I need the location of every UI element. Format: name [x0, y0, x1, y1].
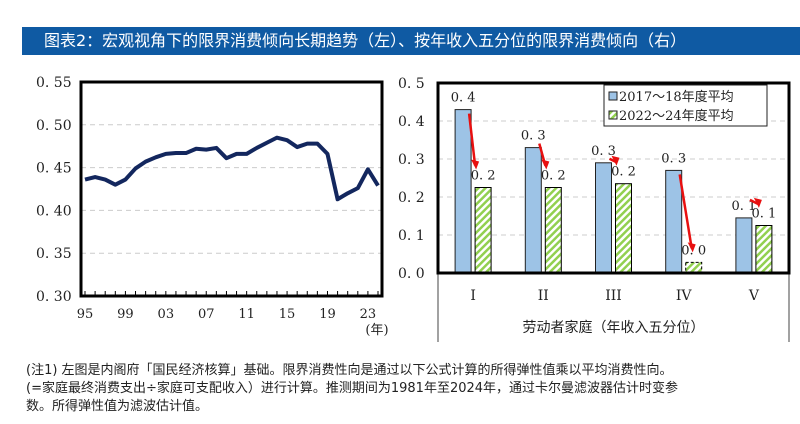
y-tick-label: 0. 4 — [398, 114, 425, 130]
note-line: (注1) 左图是内阁府「国民经济核算」基础。限界消费性向是通过以下公式计算的所得… — [26, 363, 673, 378]
arrow-head — [611, 155, 620, 166]
y-tick-label: 0. 55 — [36, 75, 72, 91]
charts: 0. 30 0. 35 0. 40 0. 45 0. 50 0. 55 95 99 03 07 11… — [36, 75, 791, 342]
category-label: I — [470, 288, 476, 304]
legend-label: 2022～24年度平均 — [619, 108, 734, 124]
x-tick-label: 07 — [198, 307, 215, 322]
bar-2017-18 — [454, 109, 472, 274]
data-label: 0. 1 — [731, 199, 756, 214]
figure-title: 图表2：宏观视角下的限界消费倾向长期趋势（左）、按年收入五分位的限界消费倾向（右… — [22, 27, 800, 55]
y-tick-label: 0. 3 — [398, 152, 425, 168]
arrow-head — [471, 159, 480, 170]
legend-swatch — [608, 110, 618, 120]
bar-2017-18 — [524, 147, 542, 274]
data-label: 0. 3 — [521, 129, 546, 144]
x-tick-label: 23 — [360, 307, 377, 322]
data-label: 0. 1 — [751, 207, 776, 222]
y-tick-label: 0. 1 — [398, 228, 425, 244]
note-line: (=家庭最终消费支出÷家庭可支配收入）进行计算。推测期间为1981年至2024年… — [26, 381, 679, 396]
y-tick-label: 0. 2 — [398, 190, 425, 206]
x-tick-label: 15 — [279, 307, 296, 322]
y-tick-label: 0. 35 — [36, 246, 72, 262]
decrease-arrow — [467, 113, 477, 166]
x-tick-label: 99 — [117, 307, 134, 322]
x-tick-label: 19 — [319, 307, 336, 322]
bar-2022-24 — [685, 261, 703, 274]
arrow-head — [541, 159, 550, 170]
x-tick-label: 03 — [158, 307, 175, 322]
plot-frame — [436, 81, 791, 275]
plot-frame — [79, 80, 384, 298]
bar-2022-24 — [755, 225, 773, 274]
data-label: 0. 2 — [471, 169, 496, 184]
x-unit-label: (年) — [365, 323, 388, 338]
y-tick-label: 0. 45 — [36, 161, 72, 177]
category-label: V — [748, 288, 760, 304]
y-tick-label: 0. 5 — [398, 76, 425, 92]
footnote: (注1) 左图是内阁府「国民经济核算」基础。限界消费性向是通过以下公式计算的所得… — [26, 362, 796, 416]
legend-label: 2017～18年度平均 — [619, 89, 734, 105]
data-label: 0. 2 — [611, 165, 636, 180]
category-label: III — [605, 288, 622, 304]
x-axis-title: 劳动者家庭（年收入五分位） — [523, 319, 705, 336]
y-tick-label: 0. 40 — [36, 203, 72, 219]
bar-2022-24 — [474, 187, 492, 274]
data-label: 0. 2 — [541, 169, 566, 184]
series-line — [84, 135, 380, 202]
bar-2017-18 — [665, 169, 683, 274]
category-label: IV — [676, 288, 693, 304]
y-tick-label: 0. 50 — [36, 118, 72, 134]
data-label: 0. 4 — [451, 91, 476, 106]
data-label: 0. 0 — [681, 243, 706, 258]
bar-2017-18 — [595, 162, 612, 274]
x-tick-label: 95 — [77, 307, 94, 322]
legend-swatch — [608, 91, 618, 101]
arrow-head — [753, 197, 762, 208]
decrease-arrow — [678, 174, 693, 249]
bar-2017-18 — [735, 217, 753, 274]
legend-box — [603, 84, 768, 127]
bar-2022-24 — [615, 183, 632, 274]
x-tick-label: 11 — [238, 307, 255, 322]
data-label: 0. 3 — [661, 151, 686, 166]
category-label: II — [538, 288, 549, 304]
arrow-head — [687, 242, 696, 253]
data-label: 0. 3 — [591, 144, 616, 159]
y-tick-label: 0. 0 — [398, 266, 425, 282]
y-tick-label: 0. 30 — [36, 289, 72, 305]
bar-2022-24 — [544, 187, 562, 274]
note-line: 数。所得弹性值为滤波估计值。 — [26, 399, 209, 414]
